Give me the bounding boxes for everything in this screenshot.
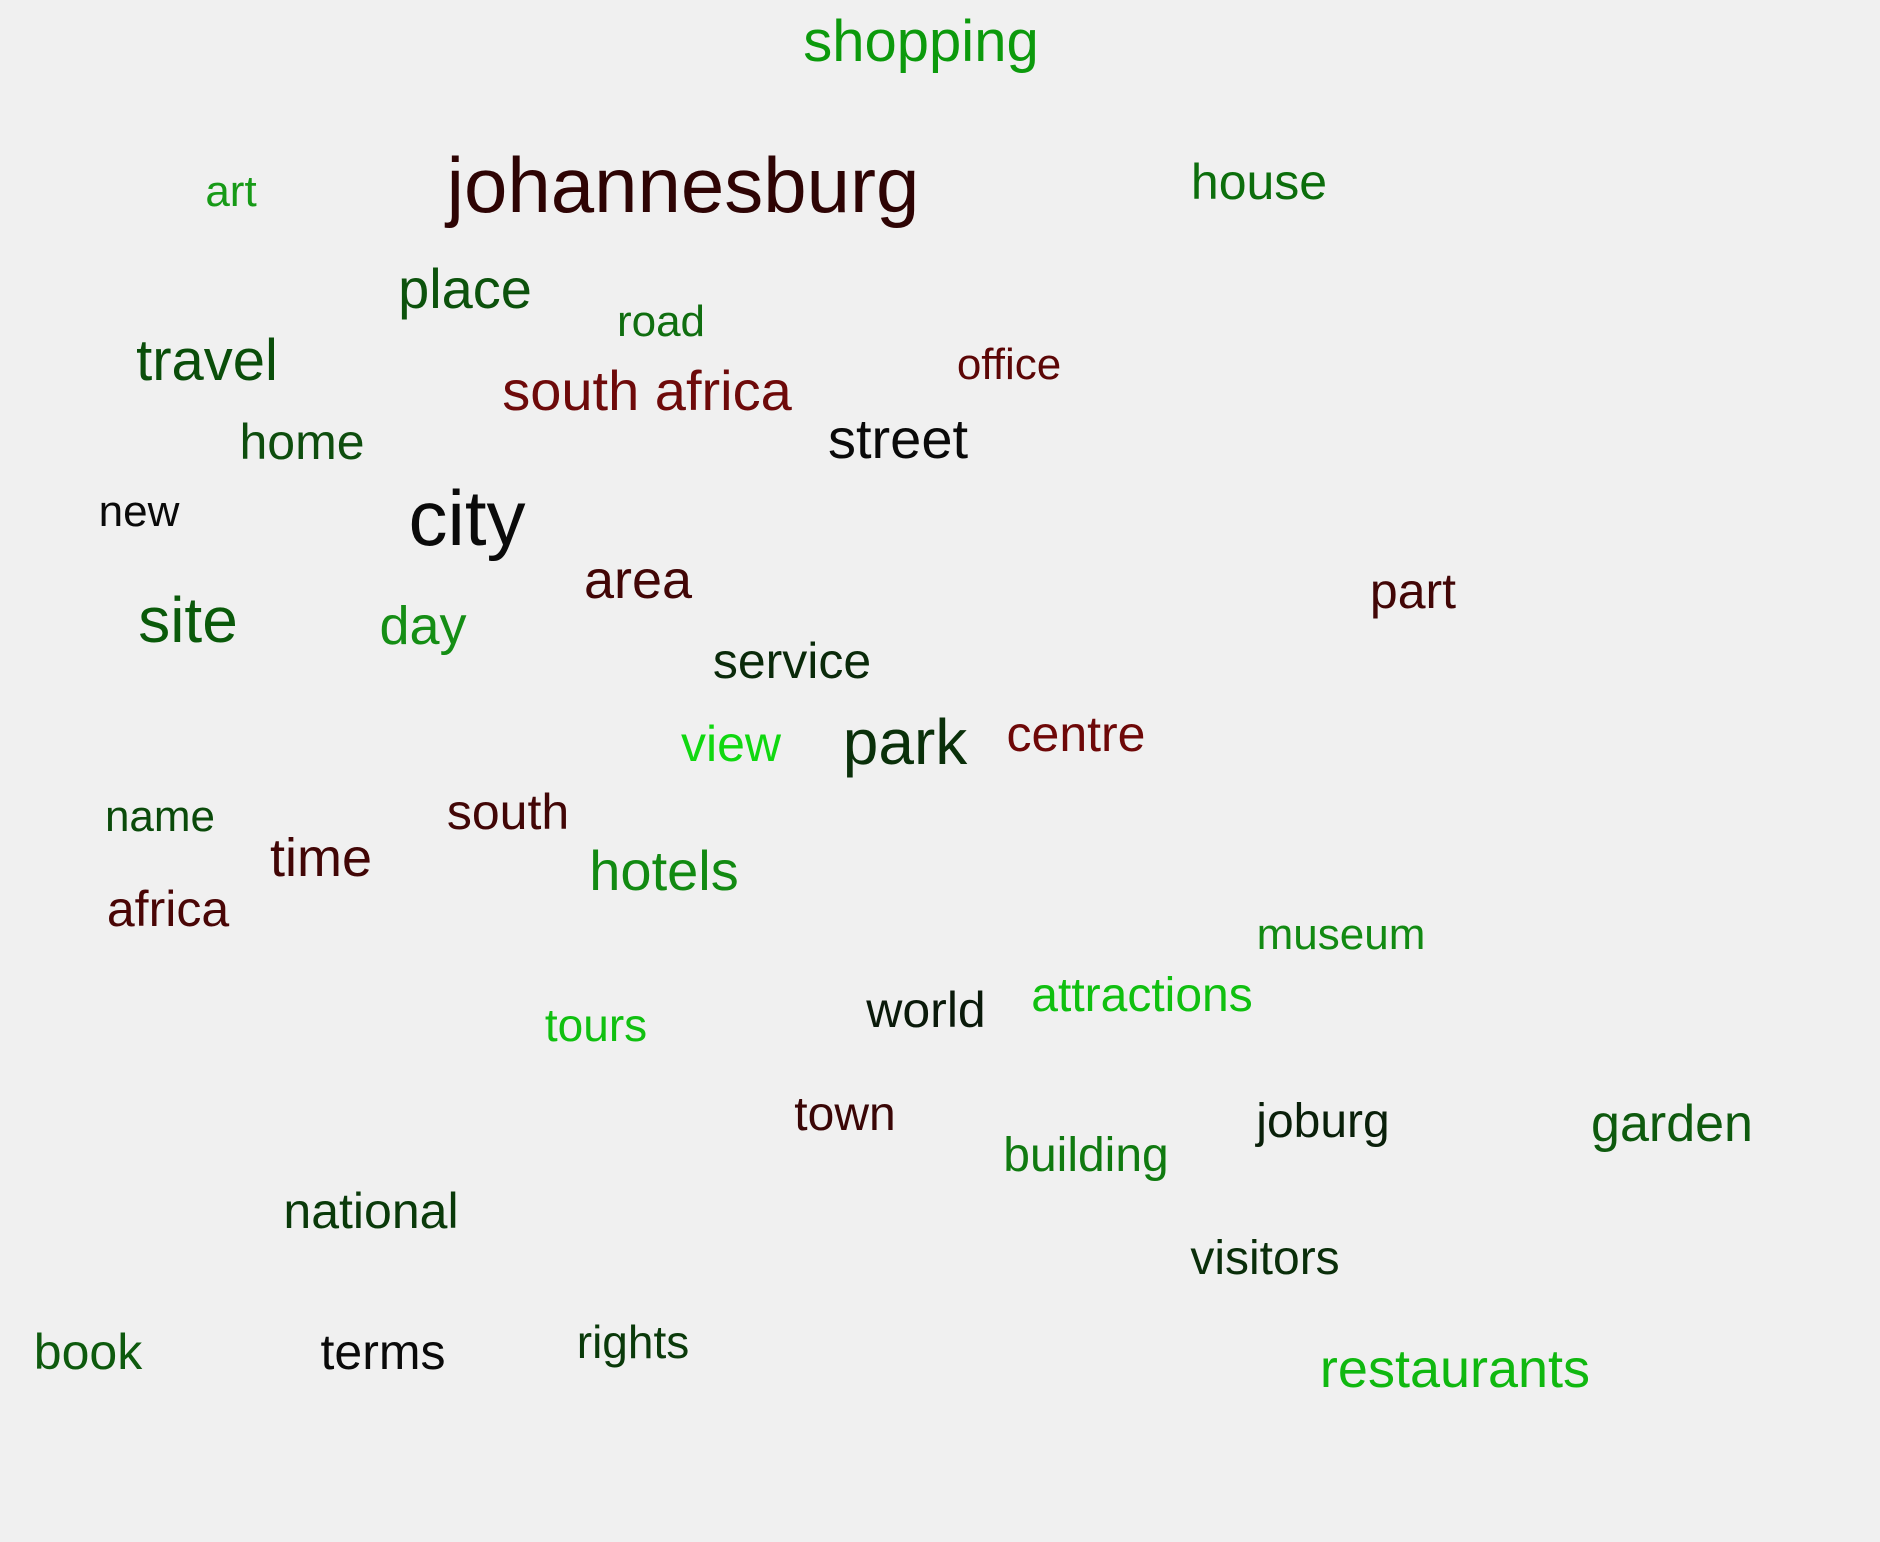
word-house: house bbox=[1190, 154, 1328, 210]
word-restaurants: restaurants bbox=[1319, 1339, 1591, 1399]
word-place: place bbox=[398, 257, 532, 320]
word-hotels: hotels bbox=[589, 839, 739, 902]
word-joburg: joburg bbox=[1256, 1095, 1390, 1148]
word-view: view bbox=[680, 716, 782, 772]
word-garden: garden bbox=[1591, 1095, 1753, 1153]
word-visitors: visitors bbox=[1190, 1232, 1340, 1285]
word-shopping: shopping bbox=[803, 9, 1039, 74]
word-national: national bbox=[283, 1183, 459, 1239]
word-park: park bbox=[842, 706, 968, 778]
word-day: day bbox=[379, 596, 467, 656]
word-home: home bbox=[239, 414, 365, 470]
word-time: time bbox=[269, 828, 373, 888]
word-building: building bbox=[1003, 1129, 1169, 1182]
word-world: world bbox=[866, 982, 986, 1038]
word-book: book bbox=[33, 1324, 143, 1380]
word-south-africa: south africa bbox=[502, 359, 792, 422]
word-travel: travel bbox=[136, 328, 278, 393]
word-office: office bbox=[956, 340, 1062, 389]
word-city: city bbox=[408, 474, 526, 562]
word-centre: centre bbox=[1006, 706, 1146, 762]
word-museum: museum bbox=[1256, 910, 1426, 959]
word-area: area bbox=[583, 550, 693, 610]
word-rights: rights bbox=[576, 1316, 690, 1368]
word-south: south bbox=[446, 784, 570, 840]
word-art: art bbox=[205, 167, 257, 216]
word-johannesburg: johannesburg bbox=[446, 141, 920, 229]
word-part: part bbox=[1369, 563, 1457, 619]
word-terms: terms bbox=[320, 1324, 446, 1380]
word-street: street bbox=[827, 407, 969, 470]
word-town: town bbox=[794, 1088, 896, 1141]
word-name: name bbox=[104, 792, 216, 841]
word-africa: africa bbox=[106, 881, 230, 937]
word-road: road bbox=[616, 297, 706, 346]
word-tours: tours bbox=[544, 999, 648, 1051]
word-service: service bbox=[712, 633, 872, 689]
word-new: new bbox=[98, 487, 180, 536]
word-site: site bbox=[138, 584, 238, 656]
word-attractions: attractions bbox=[1031, 969, 1253, 1022]
